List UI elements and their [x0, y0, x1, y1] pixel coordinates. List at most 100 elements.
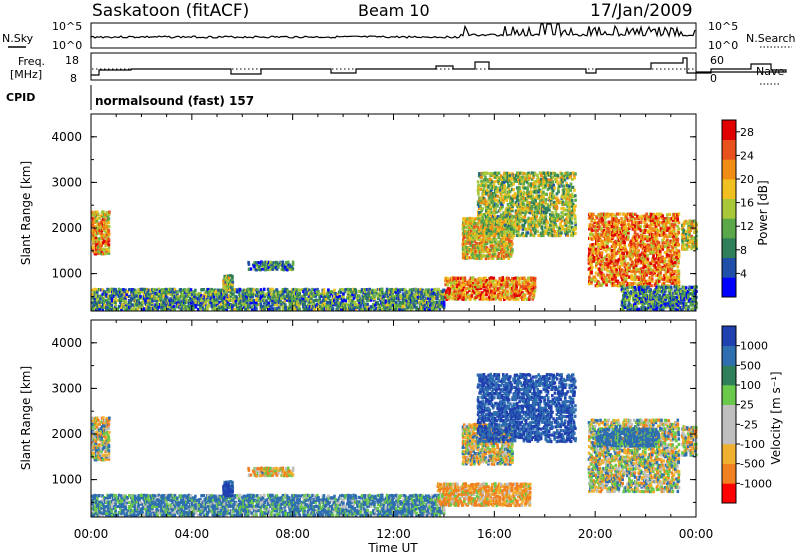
heatmap-cell [553, 219, 557, 223]
heatmap-cell [601, 265, 604, 269]
heatmap-cell [610, 245, 614, 249]
heatmap-cell [97, 224, 100, 228]
heatmap-cell [421, 288, 424, 292]
heatmap-cell [339, 290, 343, 294]
heatmap-cell [487, 206, 490, 210]
heatmap-cell [272, 265, 276, 269]
heatmap-cell [515, 285, 518, 289]
heatmap-cell [242, 296, 245, 301]
heatmap-cell [361, 294, 365, 298]
heatmap-cell [507, 237, 511, 241]
heatmap-cell [481, 207, 485, 211]
heatmap-cell [543, 171, 546, 175]
power-heatmap [91, 171, 698, 312]
heatmap-cell [453, 291, 456, 295]
heatmap-cell [529, 186, 533, 190]
heatmap-cell [311, 303, 314, 307]
heatmap-cell [571, 185, 575, 189]
heatmap-cell [206, 287, 210, 292]
heatmap-cell [549, 194, 552, 198]
heatmap-cell [526, 231, 529, 235]
heatmap-cell [474, 241, 478, 245]
n-sky-label: N.Sky [2, 32, 34, 45]
heatmap-cell [275, 303, 279, 307]
heatmap-cell [469, 233, 473, 237]
heatmap-cell [114, 307, 117, 311]
heatmap-cell [280, 267, 283, 271]
heatmap-cell [507, 240, 511, 244]
heatmap-cell [501, 180, 504, 184]
heatmap-cell [401, 305, 405, 309]
heatmap-cell [223, 286, 226, 290]
heatmap-cell [451, 297, 454, 301]
heatmap-cell [606, 269, 609, 273]
heatmap-cell [164, 292, 168, 296]
heatmap-cell [533, 231, 537, 235]
heatmap-cell [120, 296, 123, 300]
heatmap-cell [471, 283, 475, 287]
heatmap-cell [93, 220, 97, 224]
heatmap-cell [227, 276, 231, 280]
heatmap-cell [610, 259, 614, 264]
heatmap-cell [490, 240, 493, 244]
heatmap-cell [519, 212, 522, 216]
heatmap-cell [496, 215, 500, 219]
heatmap-cell [520, 180, 523, 184]
heatmap-cell [587, 216, 591, 220]
heatmap-cell [408, 292, 411, 296]
heatmap-cell [510, 225, 513, 229]
heatmap-cell [528, 297, 531, 301]
heatmap-cell [595, 257, 599, 261]
heatmap-cell [181, 288, 185, 292]
heatmap-cell [212, 288, 216, 292]
heatmap-cell [469, 231, 473, 235]
heatmap-cell [548, 208, 551, 212]
heatmap-cell [466, 221, 470, 225]
heatmap-cell [543, 221, 546, 225]
heatmap-cell [423, 303, 427, 307]
heatmap-cell [259, 301, 263, 305]
heatmap-cell [137, 299, 140, 303]
heatmap-cell [275, 288, 279, 292]
heatmap-cell [599, 214, 602, 218]
heatmap-cell [505, 210, 508, 214]
heatmap-cell [292, 287, 296, 292]
heatmap-cell [593, 257, 597, 261]
heatmap-cell [381, 307, 384, 311]
heatmap-cell [592, 243, 595, 247]
heatmap-cell [463, 256, 467, 260]
heatmap-cell [170, 290, 173, 294]
heatmap-cell [556, 180, 559, 184]
heatmap-cell [94, 235, 98, 239]
heatmap-cell [416, 292, 420, 296]
heatmap-cell [549, 212, 552, 217]
heatmap-cell [329, 292, 333, 296]
heatmap-cell [94, 215, 98, 219]
heatmap-cell [296, 294, 300, 299]
heatmap-cell [599, 275, 602, 279]
heatmap-cell [469, 297, 472, 301]
heatmap-cell [160, 298, 163, 302]
heatmap-cell [544, 223, 548, 227]
heatmap-cell [544, 180, 547, 184]
heatmap-cell [487, 213, 490, 217]
heatmap-cell [303, 307, 306, 311]
heatmap-cell [559, 229, 562, 233]
heatmap-cell [501, 279, 505, 283]
heatmap-cell [229, 274, 232, 278]
heatmap-cell [509, 279, 513, 283]
heatmap-cell [513, 192, 517, 196]
heatmap-cell [601, 218, 605, 222]
heatmap-cell [438, 299, 442, 303]
heatmap-cell [180, 299, 183, 303]
heatmap-cell [193, 290, 196, 294]
heatmap-cell [175, 301, 179, 305]
heatmap-cell [476, 210, 480, 214]
heatmap-cell [522, 234, 526, 238]
heatmap-cell [530, 208, 534, 212]
heatmap-cell [189, 289, 193, 294]
heatmap-cell [600, 268, 604, 272]
heatmap-cell [455, 287, 458, 291]
heatmap-cell [591, 216, 595, 220]
heatmap-cell [278, 307, 281, 311]
